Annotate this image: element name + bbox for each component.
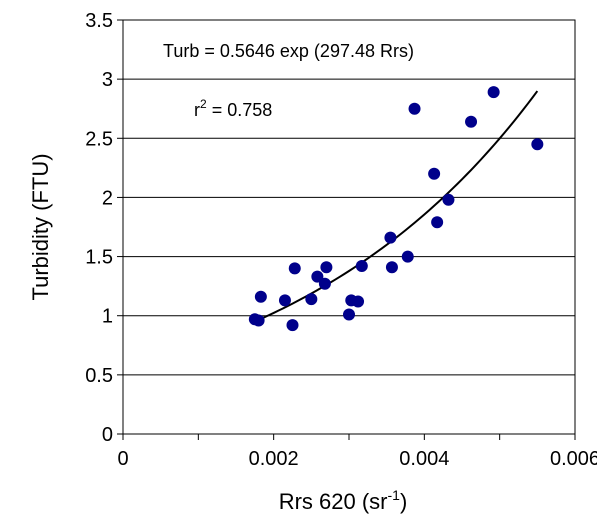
x-tick-label: 0 bbox=[117, 448, 128, 470]
y-tick-label: 0.5 bbox=[85, 365, 113, 387]
x-axis-title-end: ) bbox=[400, 489, 407, 514]
data-point bbox=[531, 138, 543, 150]
data-point bbox=[386, 261, 398, 273]
y-axis-title: Turbidity (FTU) bbox=[28, 153, 53, 300]
y-tick-label: 3.5 bbox=[85, 10, 113, 32]
y-tick-labels: 0 0.5 1 1.5 2 2.5 3 3.5 bbox=[85, 10, 113, 446]
x-tick-label: 0.004 bbox=[399, 448, 449, 470]
x-axis-title-main: Rrs 620 (sr bbox=[279, 489, 388, 514]
data-point bbox=[356, 260, 368, 272]
equation-annotation: Turb = 0.5646 exp (297.48 Rrs) bbox=[163, 41, 414, 61]
data-point bbox=[305, 293, 317, 305]
data-point bbox=[253, 314, 265, 326]
data-point bbox=[289, 262, 301, 274]
data-point bbox=[287, 319, 299, 331]
x-tick-label: 0.006 bbox=[550, 448, 597, 470]
y-tick-label: 1 bbox=[102, 306, 113, 328]
y-tick-label: 2.5 bbox=[85, 128, 113, 150]
x-axis-title-sup: -1 bbox=[388, 487, 401, 503]
x-axis-title: Rrs 620 (sr-1) bbox=[279, 487, 408, 514]
data-point bbox=[384, 232, 396, 244]
y-tick-label: 3 bbox=[102, 69, 113, 91]
data-point bbox=[319, 278, 331, 290]
data-point bbox=[279, 294, 291, 306]
y-tick-label: 0 bbox=[102, 424, 113, 446]
data-point bbox=[409, 103, 421, 115]
data-point bbox=[402, 251, 414, 263]
data-point bbox=[343, 309, 355, 321]
x-tick-label: 0.002 bbox=[249, 448, 299, 470]
data-point bbox=[431, 216, 443, 228]
data-point bbox=[352, 296, 364, 308]
data-point bbox=[465, 116, 477, 128]
plot-area bbox=[123, 20, 575, 434]
x-tick-labels: 0 0.002 0.004 0.006 bbox=[117, 448, 597, 470]
y-tick-label: 2 bbox=[102, 187, 113, 209]
data-point bbox=[428, 168, 440, 180]
y-tick-label: 1.5 bbox=[85, 247, 113, 269]
data-point bbox=[442, 194, 454, 206]
r-squared-value: = 0.758 bbox=[207, 100, 273, 120]
data-point bbox=[255, 291, 267, 303]
data-point bbox=[488, 86, 500, 98]
r-squared-annotation: r2 = 0.758 bbox=[194, 97, 272, 120]
data-point bbox=[320, 261, 332, 273]
